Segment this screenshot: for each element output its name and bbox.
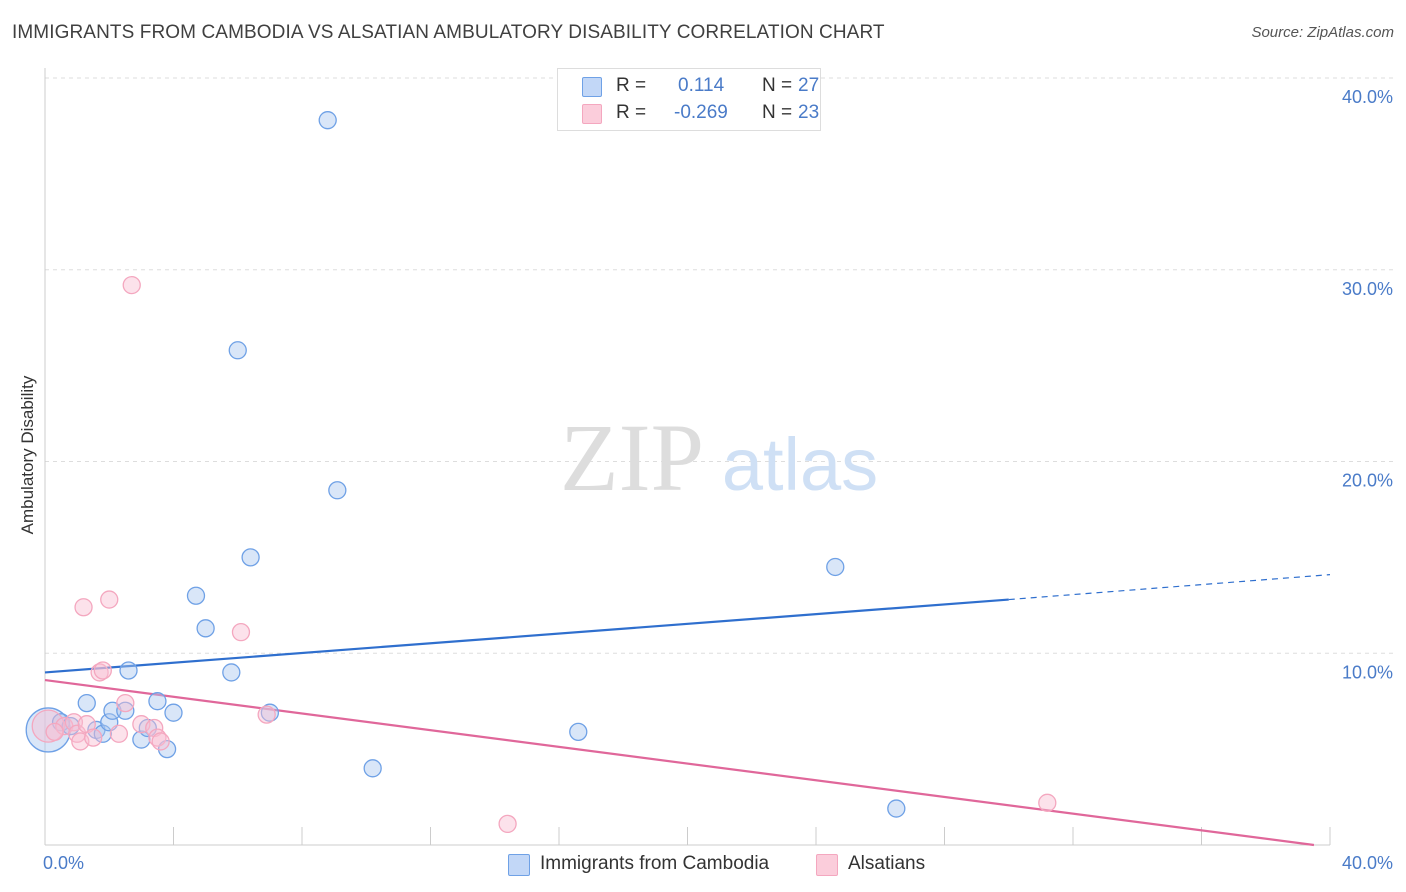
watermark-atlas: atlas [722,423,878,506]
stats-swatch-cambodia [582,77,602,97]
trend-extension-cambodia [1008,574,1331,601]
axes [44,68,1331,846]
stats-r-value: -0.269 [674,102,728,123]
y-tick-label: 10.0% [1342,662,1393,682]
watermark-zip: ZIP [560,404,704,511]
legend: Immigrants from Cambodia Alsatians [0,850,1406,878]
point-alsatians [109,724,129,743]
trend-line-cambodia [44,598,1009,674]
y-tick-label: 40.0% [1342,87,1393,107]
point-cambodia [164,703,183,722]
legend-swatch-cambodia [508,854,530,876]
point-alsatians [257,705,276,724]
point-alsatians [93,661,112,680]
point-cambodia [196,619,215,638]
legend-swatch-alsatians [816,854,838,876]
x-tick-label: 0.0% [43,853,84,873]
point-cambodia [241,548,260,567]
point-alsatians [45,722,64,742]
point-cambodia [887,799,906,818]
point-alsatians [74,598,93,617]
stats-r-label: R = [616,102,647,123]
point-alsatians [151,732,170,751]
point-cambodia [328,481,347,500]
y-tick-label: 30.0% [1342,279,1393,299]
point-alsatians [116,693,135,713]
point-cambodia [318,111,337,130]
stats-n-label: N = [762,102,793,123]
point-cambodia [77,693,96,713]
watermark: ZIP atlas [560,404,878,511]
stats-box: R = 0.114 N = 27 R = -0.269 N = 23 [557,68,821,131]
stats-n-value: 27 [798,75,820,96]
point-alsatians [231,623,251,642]
point-cambodia [826,557,845,577]
chart-title: IMMIGRANTS FROM CAMBODIA VS ALSATIAN AMB… [12,22,885,43]
stats-swatch-alsatians [582,104,602,124]
point-alsatians [498,814,517,834]
data-points [25,111,1057,834]
point-alsatians [84,728,103,747]
point-cambodia [148,692,167,711]
point-alsatians [1038,793,1057,812]
stats-r-value: 0.114 [678,75,725,96]
point-cambodia [260,703,280,722]
stats-r-label: R = [616,75,647,96]
chart-source: Source: ZipAtlas.com [1251,24,1394,41]
legend-label-cambodia: Immigrants from Cambodia [540,853,770,874]
point-cambodia [569,722,588,742]
legend-label-alsatians: Alsatians [848,853,926,874]
point-alsatians [100,590,119,609]
point-cambodia [132,730,151,749]
point-cambodia [93,724,112,743]
point-cambodia [119,661,138,680]
point-cambodia [363,759,382,778]
x-tick-label: 40.0% [1342,853,1393,873]
trend-lines [44,574,1331,847]
trend-line-alsatians [44,679,1315,847]
point-alsatians [90,663,109,682]
point-cambodia [222,663,241,682]
grid-lines [45,77,1395,654]
stats-n-value: 23 [798,102,820,123]
point-cambodia [186,586,206,605]
point-alsatians [122,275,141,295]
y-tick-label: 20.0% [1342,471,1393,491]
point-cambodia [116,701,135,720]
tick-labels: 10.0% 20.0% 30.0% 40.0% 0.0% 40.0% [43,87,1393,873]
point-cambodia [228,341,247,360]
stats-n-label: N = [762,75,793,96]
